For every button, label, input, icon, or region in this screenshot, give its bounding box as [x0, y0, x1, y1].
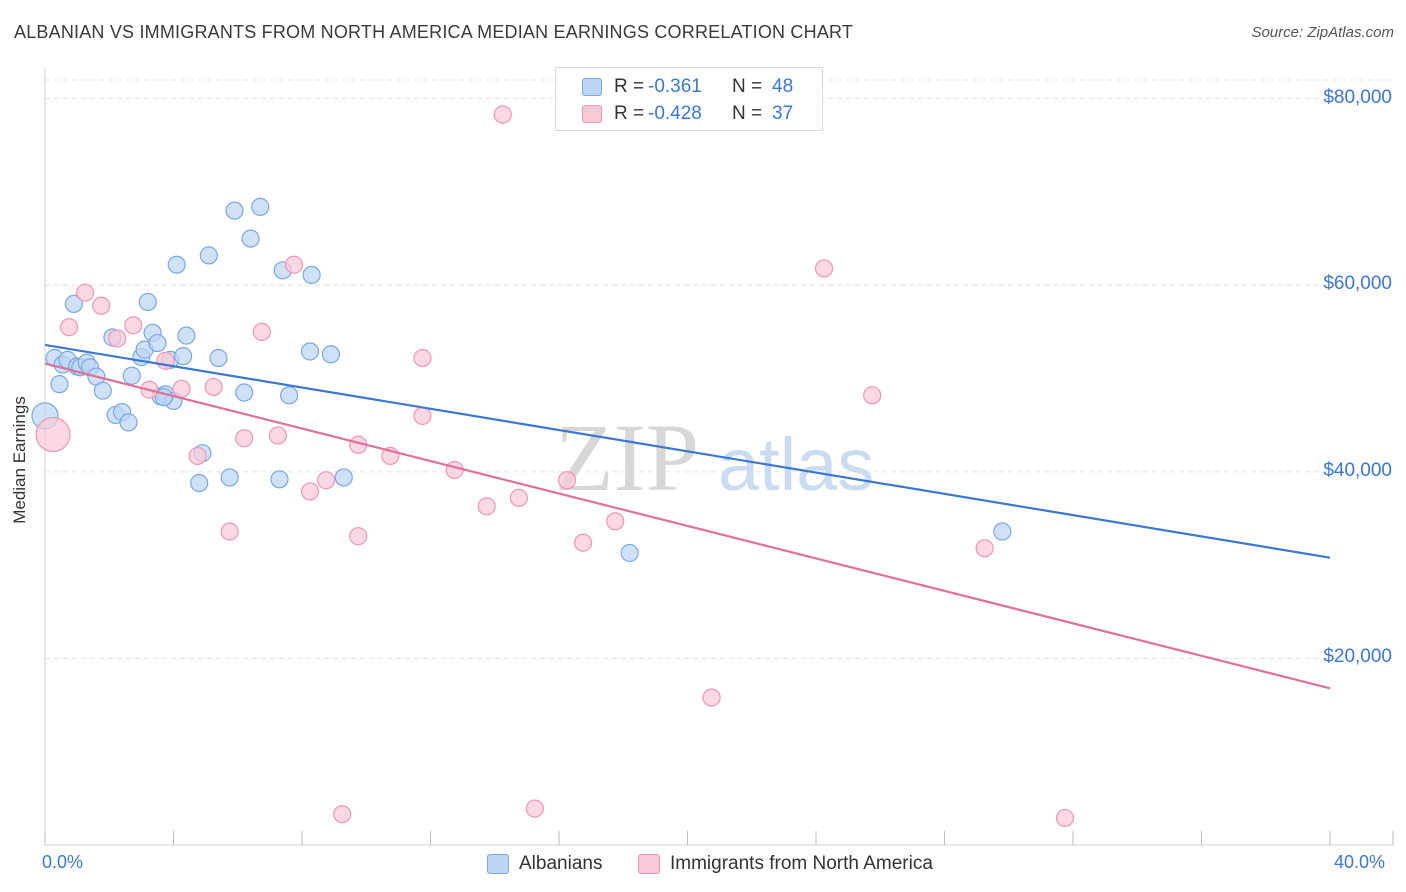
trend-layer [44, 343, 1331, 690]
immigrant-point [1055, 808, 1075, 828]
albanian-point [190, 473, 209, 493]
albanian-point [280, 386, 299, 405]
immigrant-point [606, 512, 625, 531]
y-axis-title: Median Earnings [10, 396, 29, 524]
legend-r-value: -0.361 [648, 76, 702, 97]
albanian-point [300, 342, 320, 361]
immigrant-point [509, 488, 528, 508]
legend-r-label: R = [614, 76, 645, 97]
albanian-point [64, 294, 84, 314]
immigrant-point [284, 255, 304, 274]
albanian-point [50, 375, 69, 394]
immigrant-point [413, 348, 432, 368]
series-legend: Albanians Immigrants from North America [0, 851, 1406, 877]
immigrant-point [124, 316, 143, 335]
immigrant-point [349, 527, 368, 546]
legend-swatch-blue [582, 78, 602, 96]
immigrant-point [557, 471, 577, 490]
immigrant-point [413, 406, 432, 425]
albanian-point [167, 255, 186, 274]
immigrant-point [172, 379, 191, 398]
immigrant-point [702, 688, 721, 707]
legend-swatch-pink [582, 105, 602, 123]
legend-n-label: N = [732, 76, 763, 97]
immigrant-point [573, 533, 593, 552]
immigrant-point [59, 318, 79, 337]
immigrant-point [204, 377, 223, 397]
legend-r-value: -0.428 [648, 103, 702, 124]
immigrant-point [300, 482, 320, 501]
legend-label-albanians: Albanians [519, 853, 603, 874]
albanian-point [148, 333, 167, 353]
immigrant-point [35, 416, 71, 453]
albanian-point [174, 347, 193, 366]
immigrant-point [252, 322, 271, 341]
immigrant-point [268, 426, 288, 445]
albanian-point [199, 246, 218, 265]
albanian-point [177, 326, 196, 345]
albanian-point [119, 413, 138, 432]
albanian-point [321, 345, 341, 364]
legend-label-immigrants: Immigrants from North America [670, 853, 933, 874]
immigrant-point [76, 283, 95, 302]
albanian-point [620, 543, 639, 563]
legend-n-label: N = [732, 103, 763, 124]
legend-item-immigrants[interactable]: Immigrants from North America [638, 851, 933, 877]
legend-n-value: 37 [772, 103, 794, 124]
points-layer [31, 105, 1075, 828]
albanian-point [209, 348, 228, 368]
chart-title: ALBANIAN VS IMMIGRANTS FROM NORTH AMERIC… [14, 22, 854, 42]
grid-layer [45, 79, 1393, 659]
albanian-point [225, 201, 244, 220]
immigrant-point [863, 386, 882, 405]
watermark-zip: ZIP [555, 404, 699, 511]
watermark-atlas: atlas [718, 423, 874, 506]
y-tick-label: $20,000 [1323, 646, 1392, 668]
immigrant-point [235, 429, 254, 448]
immigrant-point [477, 497, 496, 516]
albanian-point [251, 197, 270, 216]
y-tick-label: $40,000 [1323, 459, 1392, 481]
albanian-point [302, 265, 321, 285]
immigrant-point [188, 446, 207, 466]
immigrant-point [220, 522, 239, 541]
source-label: Source: ZipAtlas.com [1251, 24, 1394, 41]
axis-layer [44, 68, 1394, 846]
immigrant-trend-line [44, 362, 1331, 690]
albanian-point [138, 292, 157, 312]
correlation-legend: R = -0.361 N = 48 R = -0.428 N = 37 [555, 67, 823, 131]
legend-r-label: R = [614, 103, 645, 124]
albanian-point [220, 468, 239, 487]
immigrant-point [92, 296, 111, 315]
x-tick-label-max: 40.0% [1334, 852, 1386, 872]
albanian-point [122, 366, 141, 385]
albanian-point [93, 381, 112, 400]
immigrant-point [333, 805, 352, 824]
watermark: ZIP atlas [555, 404, 874, 511]
albanian-trend-line [44, 343, 1331, 559]
legend-n-value: 48 [772, 76, 794, 97]
immigrant-point [814, 259, 834, 278]
immigrant-point [445, 460, 464, 480]
immigrant-point [525, 799, 545, 818]
albanian-point [241, 229, 260, 248]
immigrant-point [975, 539, 994, 558]
legend-item-albanians[interactable]: Albanians [487, 851, 602, 877]
y-tick-label: $80,000 [1323, 86, 1392, 108]
albanian-point [334, 468, 353, 487]
immigrant-point [493, 105, 512, 124]
legend-swatch-immigrants [638, 854, 660, 874]
albanian-point [235, 383, 254, 402]
x-tick-label-min: 0.0% [42, 852, 84, 872]
albanian-point [270, 470, 289, 489]
legend-swatch-albanians [487, 854, 509, 874]
immigrant-point [108, 329, 127, 348]
y-tick-label: $60,000 [1323, 273, 1392, 295]
immigrant-point [316, 471, 336, 490]
albanian-point [993, 522, 1012, 541]
